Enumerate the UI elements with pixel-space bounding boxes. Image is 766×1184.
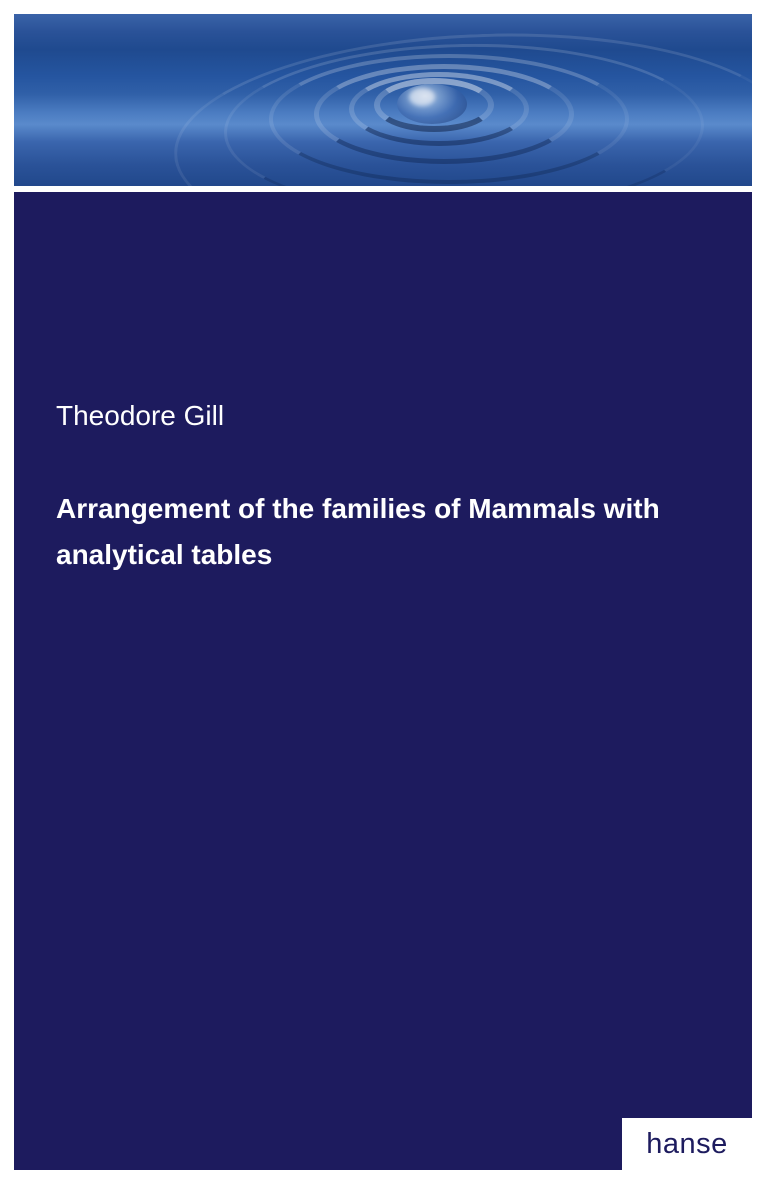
title-line-2: analytical tables <box>56 539 272 570</box>
title-line-1: Arrangement of the families of Mammals w… <box>56 493 660 524</box>
droplet-highlight <box>409 88 435 106</box>
author-name: Theodore Gill <box>56 400 224 432</box>
header-divider <box>14 186 752 192</box>
publisher-label: hanse <box>646 1128 728 1161</box>
book-title: Arrangement of the families of Mammals w… <box>56 486 660 578</box>
water-droplet-icon <box>397 84 467 124</box>
publisher-badge: hanse <box>622 1118 752 1170</box>
header-water-image <box>14 14 752 192</box>
